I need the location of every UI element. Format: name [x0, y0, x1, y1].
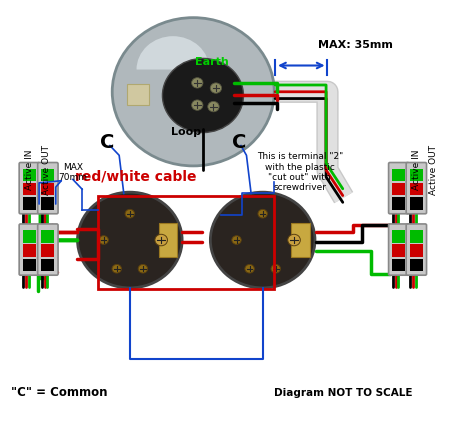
Circle shape — [112, 264, 121, 273]
Circle shape — [77, 192, 182, 288]
Circle shape — [125, 210, 135, 218]
Bar — [23, 197, 36, 210]
Text: red/white cable: red/white cable — [74, 170, 196, 184]
Circle shape — [210, 192, 315, 288]
Bar — [23, 183, 36, 196]
Bar — [23, 258, 36, 271]
Circle shape — [245, 264, 255, 273]
Circle shape — [163, 58, 244, 133]
Bar — [392, 183, 405, 196]
Bar — [159, 223, 177, 257]
FancyBboxPatch shape — [389, 224, 409, 275]
Text: Active OUT: Active OUT — [429, 145, 438, 195]
Bar — [410, 244, 423, 257]
Text: Active IN: Active IN — [25, 150, 34, 190]
Circle shape — [138, 264, 147, 273]
FancyBboxPatch shape — [406, 162, 427, 214]
Text: MAX: 35mm: MAX: 35mm — [318, 40, 393, 50]
Text: Diagram NOT TO SCALE: Diagram NOT TO SCALE — [274, 388, 413, 397]
Circle shape — [232, 236, 241, 244]
FancyBboxPatch shape — [38, 162, 58, 214]
Circle shape — [191, 100, 203, 111]
Bar — [41, 169, 55, 181]
Circle shape — [271, 264, 281, 273]
Circle shape — [155, 234, 167, 246]
Bar — [410, 197, 423, 210]
Bar — [41, 258, 55, 271]
FancyBboxPatch shape — [38, 224, 58, 275]
Circle shape — [191, 78, 203, 88]
Bar — [410, 169, 423, 181]
Bar — [392, 197, 405, 210]
Bar — [127, 84, 149, 105]
FancyBboxPatch shape — [389, 162, 409, 214]
Text: Earth: Earth — [195, 57, 228, 67]
Text: Loop: Loop — [171, 127, 201, 137]
FancyBboxPatch shape — [19, 162, 39, 214]
FancyBboxPatch shape — [406, 224, 427, 275]
Bar — [23, 169, 36, 181]
Text: C: C — [100, 133, 115, 152]
Bar — [392, 169, 405, 181]
Circle shape — [99, 236, 109, 244]
Circle shape — [112, 18, 274, 166]
Text: This is terminal "2"
with the plastic
"cut out" with
screwdriver: This is terminal "2" with the plastic "c… — [256, 152, 343, 193]
Bar — [292, 223, 310, 257]
Bar — [23, 244, 36, 257]
Circle shape — [288, 234, 301, 246]
FancyBboxPatch shape — [19, 224, 39, 275]
Bar — [41, 230, 55, 243]
Bar — [98, 196, 274, 289]
Text: MAX
70mm: MAX 70mm — [58, 162, 87, 182]
Bar — [392, 244, 405, 257]
Bar — [23, 230, 36, 243]
Text: C: C — [232, 133, 246, 152]
Circle shape — [208, 102, 219, 112]
Text: "C" = Common: "C" = Common — [11, 386, 107, 399]
Bar — [410, 258, 423, 271]
Bar — [41, 183, 55, 196]
Circle shape — [210, 83, 221, 93]
Bar — [41, 197, 55, 210]
Bar — [410, 183, 423, 196]
Wedge shape — [137, 36, 210, 70]
Bar — [41, 244, 55, 257]
Bar — [410, 230, 423, 243]
Text: Active IN: Active IN — [412, 150, 421, 190]
Circle shape — [258, 210, 267, 218]
Bar — [392, 258, 405, 271]
Text: Active OUT: Active OUT — [42, 145, 51, 195]
Bar — [392, 230, 405, 243]
